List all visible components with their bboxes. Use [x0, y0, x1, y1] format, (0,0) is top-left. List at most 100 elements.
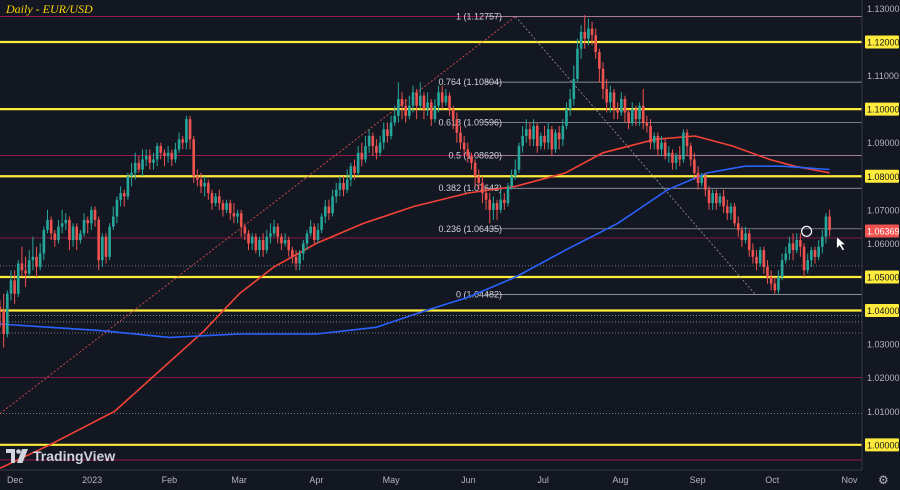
candle-body [517, 146, 521, 170]
candle [514, 159, 517, 180]
candle [605, 78, 608, 113]
candle-body [126, 176, 130, 197]
candle [163, 149, 166, 167]
candle-body [192, 139, 195, 177]
candle-body [90, 209, 93, 224]
candle [758, 246, 762, 267]
candle [250, 233, 254, 251]
cursor-arrow-icon [836, 236, 847, 252]
candle [543, 125, 546, 150]
candle [408, 95, 411, 120]
trend-line [0, 16, 516, 414]
candle [49, 216, 53, 241]
price-tick-label: 1.02000 [867, 373, 900, 383]
candle [338, 176, 342, 197]
candle-body [451, 109, 455, 120]
candle-body [700, 176, 703, 183]
candle-body [780, 260, 784, 277]
candle-body [817, 246, 820, 257]
candle-body [740, 229, 744, 241]
candle [704, 172, 707, 197]
candle [400, 92, 404, 120]
candle [221, 199, 225, 217]
time-tick-label: Sep [690, 475, 706, 485]
candle [115, 196, 119, 224]
candle [557, 125, 561, 150]
candle-body [634, 109, 638, 120]
candle [291, 246, 294, 264]
candle [828, 209, 831, 237]
candle [799, 233, 802, 257]
candle [649, 119, 652, 150]
candle-body [682, 132, 685, 160]
candle [415, 88, 418, 120]
price-tick-label: 1.07000 [867, 205, 900, 215]
candle-body [729, 206, 733, 214]
candle [627, 109, 630, 130]
candle-body [122, 193, 126, 197]
price-tick-label: 1.03000 [867, 340, 900, 350]
candle [499, 189, 502, 214]
candle-body [261, 240, 265, 251]
price-label-bg [865, 270, 899, 284]
candle-body [159, 146, 163, 153]
price-tick-label: 1.11000 [867, 71, 899, 81]
candle-body [535, 125, 539, 147]
candle [751, 243, 755, 264]
candle-body [236, 213, 239, 217]
fib-level-label: 0.236 (1.06435) [438, 224, 502, 234]
candle-body [327, 206, 331, 214]
candle-body [75, 226, 79, 241]
candle-body [243, 226, 247, 234]
candle [367, 129, 371, 153]
candle-body [60, 223, 64, 227]
fib-level-label: 0.382 (1.07643) [438, 183, 502, 193]
candle [802, 243, 806, 277]
candle [736, 216, 740, 237]
candle-body [455, 119, 459, 133]
candle-body [736, 223, 740, 230]
candle-body [777, 276, 780, 291]
candle-body [422, 95, 426, 110]
candle-body [605, 88, 608, 103]
price-tick-label: 1.00000 [867, 440, 900, 450]
candle [539, 132, 543, 150]
gear-icon[interactable]: ⚙ [878, 473, 889, 487]
candle-body [758, 250, 762, 264]
candle [38, 243, 42, 271]
candle [334, 182, 338, 204]
time-axis: Dec 2023 Feb Mar Apr May Jun Jul Aug Sep Oct Nov [0, 469, 862, 490]
candle [111, 206, 115, 230]
candle [20, 246, 24, 277]
price-tick-label: 1.09000 [867, 138, 900, 148]
candle-body [503, 199, 506, 204]
candle [524, 119, 528, 143]
candle-body [587, 28, 590, 39]
candle [572, 65, 576, 106]
candle [601, 62, 605, 100]
candle [609, 85, 612, 113]
fib-level-label: 1 (1.12757) [456, 12, 502, 22]
price-tick-label: 1.08000 [867, 172, 900, 182]
candle [57, 219, 60, 244]
candle [243, 223, 247, 241]
candle [623, 95, 627, 123]
candle-body [57, 226, 60, 241]
candle [444, 88, 448, 106]
candle [320, 213, 323, 234]
candle [546, 122, 550, 150]
candle-body [707, 189, 711, 204]
candle-body [302, 243, 305, 254]
candle-body [71, 226, 75, 241]
candle [459, 125, 462, 150]
candle [404, 99, 407, 123]
price-tick-label: 1.05000 [867, 272, 900, 282]
candle-body [49, 219, 53, 234]
annotation-circle [800, 225, 813, 237]
price-axis: 1.13000 1.12000 1.11000 1.10000 1.09000 1.080… [861, 0, 900, 490]
candle-body [349, 166, 353, 180]
candle [660, 135, 663, 157]
candle [152, 152, 155, 170]
candle-body [813, 250, 817, 257]
